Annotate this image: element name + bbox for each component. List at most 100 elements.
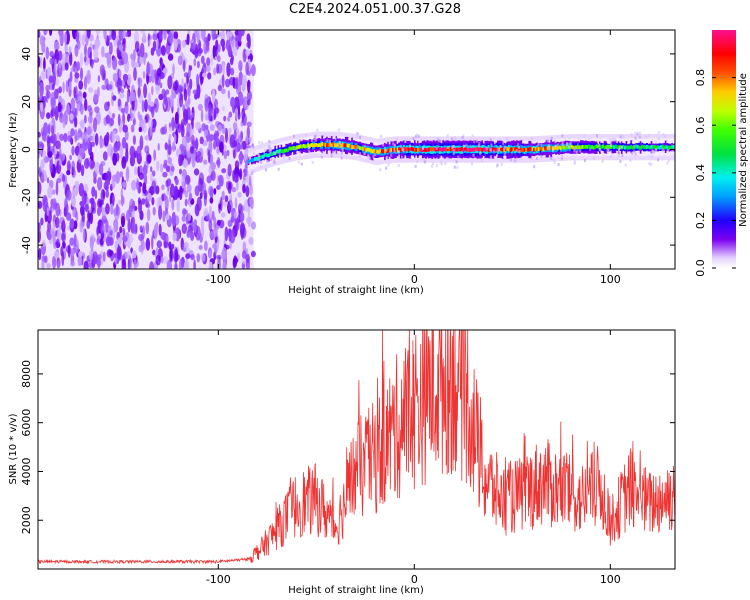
noise-speckle [199,192,203,200]
signal-speckle [415,133,418,137]
signal-cell [600,145,603,149]
signal-cell [508,147,510,151]
noise-speckle [225,78,231,88]
signal-cell [288,146,291,151]
signal-cell [551,146,554,151]
signal-speckle [661,148,664,152]
noise-speckle [207,72,212,80]
signal-speckle [648,134,651,138]
noise-speckle [179,92,183,101]
noise-speckle [117,113,121,126]
signal-speckle [609,138,612,142]
noise-speckle [39,82,44,97]
noise-speckle [196,60,200,69]
noise-speckle [234,217,240,231]
signal-speckle [479,151,482,155]
signal-cell [451,147,454,152]
signal-cell [583,145,586,149]
noise-speckle [69,113,74,121]
noise-speckle [247,90,252,102]
noise-speckle [195,225,201,241]
noise-speckle [122,124,128,133]
signal-cell [613,145,616,150]
noise-speckle [95,111,101,125]
signal-speckle [631,151,634,155]
noise-speckle [41,39,46,53]
noise-speckle [69,218,75,229]
signal-cell [321,142,324,146]
noise-speckle [63,31,68,45]
signal-speckle [540,155,543,158]
signal-speckle [472,153,475,157]
signal-speckle [589,147,592,151]
signal-cell [570,144,573,149]
signal-speckle [437,138,440,142]
signal-cell [652,144,655,149]
noise-speckle [165,41,171,55]
signal-cell [592,145,595,150]
colorbar-label: Normalized spectral amplitude [738,73,749,227]
signal-cell [362,147,365,151]
noise-speckle [55,238,60,248]
signal-cell [319,143,322,148]
signal-speckle [537,142,540,146]
signal-cell [439,146,441,151]
signal-speckle [664,134,667,138]
signal-speckle [340,156,343,160]
noise-speckle [112,194,115,206]
noise-speckle [66,212,72,221]
signal-cell [512,147,515,152]
signal-speckle [266,160,269,163]
signal-speckle [313,135,316,139]
snr-plot-area [38,330,675,565]
noise-speckle [50,92,56,107]
signal-cell [564,145,567,150]
noise-speckle [221,123,225,129]
signal-cell [602,144,605,149]
noise-speckle [57,101,62,113]
noise-speckle [141,198,146,205]
signal-cell [514,147,517,151]
signal-cell [542,147,545,152]
noise-speckle [188,64,191,79]
signal-speckle [648,162,651,166]
colorbar: 0.0 0.2 0.4 0.6 0.8 Normalized spectral ampl… [694,30,749,277]
signal-speckle [480,159,483,163]
signal-cell [379,148,382,153]
chart-title: C2E4.2024.051.00.37.G28 [288,2,462,17]
noise-speckle [55,77,59,86]
noise-speckle [177,55,183,66]
noise-speckle [89,159,95,171]
noise-speckle [208,134,214,142]
signal-cell [407,147,410,152]
noise-speckle [189,124,193,138]
signal-cell [636,144,639,149]
noise-speckle [164,142,168,151]
signal-speckle [547,144,550,148]
noise-speckle [73,220,78,230]
noise-speckle [99,64,106,77]
signal-speckle [258,141,261,145]
noise-speckle [42,239,46,248]
noise-speckle [50,109,54,119]
signal-speckle [416,160,419,163]
signal-speckle [252,169,255,173]
signal-cell [285,148,288,153]
signal-speckle [393,150,396,154]
signal-speckle [356,146,359,150]
noise-speckle [129,257,132,269]
noise-speckle [229,240,232,250]
noise-speckle [38,181,42,195]
noise-speckle [109,117,115,127]
signal-speckle [435,146,438,150]
signal-cell [299,144,302,149]
noise-speckle [220,196,223,212]
signal-speckle [650,155,653,159]
noise-speckle [173,185,179,201]
noise-speckle [38,248,42,261]
signal-cell [310,143,313,147]
noise-speckle [63,180,66,189]
signal-cell [431,147,434,152]
signal-speckle [337,144,340,148]
noise-speckle [62,218,65,230]
